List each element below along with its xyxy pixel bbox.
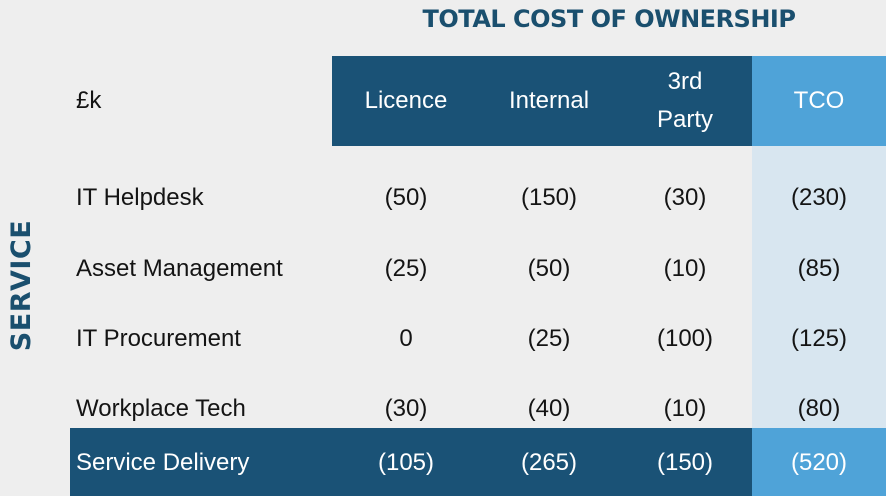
column-header-internal: Internal (508, 87, 590, 114)
total-internal: (265) (520, 449, 578, 476)
total-3rd-party: (150) (656, 449, 714, 476)
table-title: TOTAL COST OF OWNERSHIP (422, 5, 796, 33)
total-row-label: Service Delivery (76, 449, 250, 476)
cell-tco: (125) (790, 325, 848, 352)
cell-3rd-party: (10) (663, 255, 707, 282)
row-label: Workplace Tech (76, 395, 246, 422)
column-header-3rd-party: 3rd Party (656, 68, 713, 133)
cell-tco: (80) (797, 395, 841, 422)
cell-3rd-party: (10) (663, 395, 707, 422)
cell-internal: (150) (520, 184, 578, 211)
column-header-licence: Licence (364, 87, 448, 114)
header-band (332, 56, 752, 146)
tco-total-band (752, 428, 886, 496)
cell-3rd-party: (100) (656, 325, 714, 352)
cell-internal: (25) (527, 325, 571, 352)
row-label: Asset Management (76, 255, 283, 282)
cell-tco: (85) (797, 255, 841, 282)
cell-3rd-party: (30) (663, 184, 707, 211)
cell-licence: (25) (384, 255, 428, 282)
row-label: IT Helpdesk (76, 184, 204, 211)
column-header-tco: TCO (793, 87, 845, 114)
row-label: IT Procurement (76, 325, 241, 352)
cell-licence: (30) (384, 395, 428, 422)
tco-column-band (752, 146, 886, 428)
tco-header-band (752, 56, 886, 146)
cell-internal: (50) (527, 255, 571, 282)
cell-licence: (50) (384, 184, 428, 211)
side-label: SERVICE (0, 180, 44, 390)
total-row-band (70, 428, 752, 496)
side-label-text: SERVICE (6, 219, 38, 351)
cell-internal: (40) (527, 395, 571, 422)
cell-tco: (230) (790, 184, 848, 211)
total-licence: (105) (377, 449, 435, 476)
cell-licence: 0 (399, 325, 413, 352)
total-tco: (520) (790, 449, 848, 476)
unit-label: £k (76, 87, 102, 114)
